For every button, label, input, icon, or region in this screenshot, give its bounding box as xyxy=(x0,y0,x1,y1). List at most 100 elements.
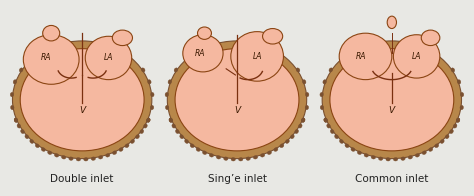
Text: LA: LA xyxy=(412,52,421,61)
Ellipse shape xyxy=(175,49,299,151)
Ellipse shape xyxy=(305,92,309,97)
Ellipse shape xyxy=(13,80,17,84)
Ellipse shape xyxy=(460,105,464,110)
Ellipse shape xyxy=(202,151,207,154)
Ellipse shape xyxy=(119,148,123,151)
Ellipse shape xyxy=(329,68,333,72)
Ellipse shape xyxy=(387,16,396,29)
Ellipse shape xyxy=(401,157,405,160)
Ellipse shape xyxy=(330,49,454,151)
Ellipse shape xyxy=(301,118,305,122)
Ellipse shape xyxy=(435,144,439,148)
Ellipse shape xyxy=(198,27,211,39)
Ellipse shape xyxy=(327,124,330,128)
Ellipse shape xyxy=(324,118,328,122)
Ellipse shape xyxy=(69,157,73,160)
Ellipse shape xyxy=(246,157,250,160)
Ellipse shape xyxy=(408,156,412,159)
Ellipse shape xyxy=(48,151,52,154)
Ellipse shape xyxy=(10,92,14,97)
Ellipse shape xyxy=(85,36,132,80)
Ellipse shape xyxy=(146,118,150,122)
Ellipse shape xyxy=(151,92,154,97)
Ellipse shape xyxy=(324,118,328,122)
Ellipse shape xyxy=(460,92,464,97)
Ellipse shape xyxy=(456,118,460,122)
Ellipse shape xyxy=(267,151,272,154)
Ellipse shape xyxy=(263,29,283,44)
Ellipse shape xyxy=(285,140,289,143)
Text: RA: RA xyxy=(195,49,205,58)
Ellipse shape xyxy=(169,118,173,122)
Ellipse shape xyxy=(165,92,169,97)
Ellipse shape xyxy=(112,151,117,154)
Ellipse shape xyxy=(62,156,66,159)
Ellipse shape xyxy=(76,158,81,161)
Ellipse shape xyxy=(261,153,264,157)
Ellipse shape xyxy=(168,80,172,84)
Ellipse shape xyxy=(320,92,323,97)
Text: V: V xyxy=(389,106,395,115)
Ellipse shape xyxy=(295,130,299,133)
Ellipse shape xyxy=(254,156,258,159)
Ellipse shape xyxy=(450,130,453,133)
Ellipse shape xyxy=(147,80,151,84)
Ellipse shape xyxy=(231,32,283,81)
Ellipse shape xyxy=(364,153,368,157)
Ellipse shape xyxy=(291,135,294,139)
Ellipse shape xyxy=(323,80,327,84)
Ellipse shape xyxy=(345,144,349,148)
Ellipse shape xyxy=(136,135,139,139)
Ellipse shape xyxy=(165,105,169,110)
Ellipse shape xyxy=(10,105,14,110)
Ellipse shape xyxy=(175,130,179,133)
Ellipse shape xyxy=(91,157,95,160)
Ellipse shape xyxy=(335,135,338,139)
Ellipse shape xyxy=(112,30,132,46)
Ellipse shape xyxy=(210,153,213,157)
Ellipse shape xyxy=(339,140,343,143)
Ellipse shape xyxy=(371,156,375,159)
Ellipse shape xyxy=(339,33,392,80)
Ellipse shape xyxy=(351,148,355,151)
Ellipse shape xyxy=(302,80,306,84)
Ellipse shape xyxy=(422,151,426,154)
Ellipse shape xyxy=(185,140,189,143)
Ellipse shape xyxy=(274,148,278,151)
Ellipse shape xyxy=(131,140,135,143)
Ellipse shape xyxy=(30,140,34,143)
Ellipse shape xyxy=(299,124,302,128)
Ellipse shape xyxy=(180,135,183,139)
Ellipse shape xyxy=(144,124,147,128)
Ellipse shape xyxy=(20,49,144,151)
Text: V: V xyxy=(79,106,85,115)
Ellipse shape xyxy=(55,153,59,157)
Ellipse shape xyxy=(183,35,223,72)
Ellipse shape xyxy=(141,68,145,72)
Ellipse shape xyxy=(393,35,440,78)
Ellipse shape xyxy=(146,118,150,122)
Ellipse shape xyxy=(296,68,300,72)
Ellipse shape xyxy=(224,157,228,160)
Ellipse shape xyxy=(17,124,21,128)
Text: LA: LA xyxy=(104,54,113,63)
Ellipse shape xyxy=(238,158,243,161)
Ellipse shape xyxy=(169,118,173,122)
Ellipse shape xyxy=(451,68,455,72)
Ellipse shape xyxy=(305,105,309,110)
Ellipse shape xyxy=(196,148,200,151)
Ellipse shape xyxy=(301,118,305,122)
Ellipse shape xyxy=(415,153,419,157)
Ellipse shape xyxy=(386,158,390,161)
Ellipse shape xyxy=(440,140,444,143)
Ellipse shape xyxy=(35,144,39,148)
Ellipse shape xyxy=(216,156,220,159)
Ellipse shape xyxy=(43,25,60,41)
Ellipse shape xyxy=(457,80,461,84)
Ellipse shape xyxy=(99,156,103,159)
Ellipse shape xyxy=(322,41,462,159)
Text: RA: RA xyxy=(356,52,366,61)
Ellipse shape xyxy=(174,68,178,72)
Ellipse shape xyxy=(14,118,18,122)
Text: V: V xyxy=(234,106,240,115)
